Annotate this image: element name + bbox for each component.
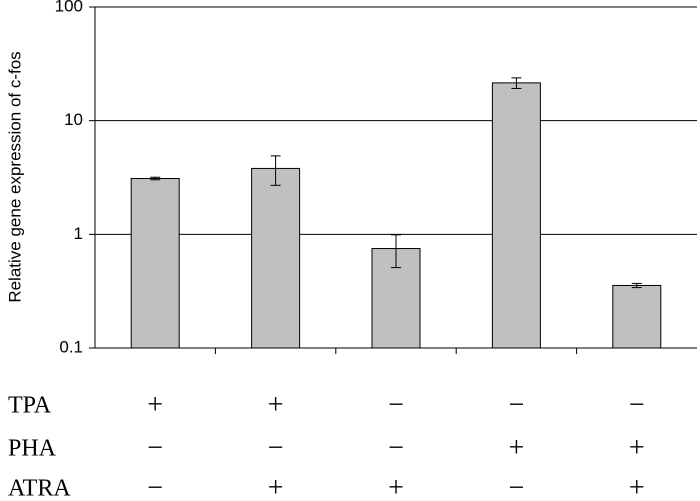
bar [251,167,301,349]
error-bar [270,155,281,186]
treatment-symbol: + [629,432,645,463]
treatment-symbol: + [629,472,645,501]
treatment-symbol: + [268,472,284,501]
treatment-symbol: + [147,389,163,420]
y-tick-label: 1 [74,224,83,243]
treatment-symbol: + [509,432,525,463]
bar [130,177,180,349]
treatment-symbol: − [509,389,525,420]
error-bar [150,176,161,181]
treatment-symbol: − [268,432,284,463]
y-tick-label: 100 [55,0,83,15]
treatment-symbol: − [629,389,645,420]
y-tick-label: 10 [64,110,83,129]
error-bar [631,282,642,289]
treatment-symbol: − [388,389,404,420]
row-label: TPA [8,393,52,419]
treatment-symbol: − [147,472,163,501]
treatment-symbol: − [147,432,163,463]
treatment-symbol: + [268,389,284,420]
row-label: PHA [8,436,57,462]
bar [612,284,662,349]
treatment-symbol: − [509,472,525,501]
y-tick-label: 0.1 [59,337,83,356]
row-label: ATRA [8,476,71,501]
y-axis-label: Relative gene expression of c-fos [5,51,24,302]
error-bar [511,77,522,89]
bar [491,82,541,349]
treatment-symbol: − [388,432,404,463]
treatment-symbol: + [388,472,404,501]
error-bar [391,234,401,269]
